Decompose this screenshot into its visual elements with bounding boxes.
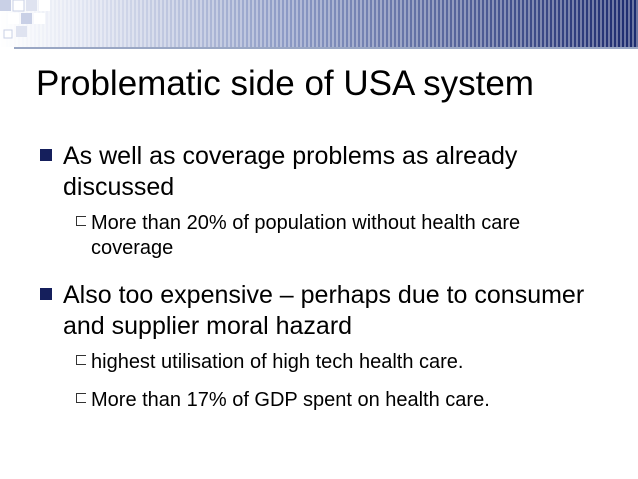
square-bullet-icon — [40, 149, 52, 161]
hollow-square-bullet-icon — [76, 393, 86, 403]
bullet-text: Also too expensive – perhaps due to cons… — [63, 281, 585, 340]
sub-bullet-item-population: More than 20% of population without heal… — [76, 211, 596, 261]
sub-bullet-text: More than 20% of population without heal… — [91, 212, 521, 259]
hollow-square-bullet-icon — [76, 216, 86, 226]
hollow-square-bullet-icon — [76, 355, 86, 365]
corner-squares-decoration — [0, 0, 50, 39]
bullet-item-coverage: As well as coverage problems as already … — [40, 141, 600, 203]
sub-bullet-item-gdp: More than 17% of GDP spent on health car… — [76, 388, 596, 413]
sub-bullet-text: More than 17% of GDP spent on health car… — [91, 389, 490, 411]
sub-bullet-text: highest utilisation of high tech health … — [91, 351, 464, 373]
square-bullet-icon — [40, 288, 52, 300]
bullet-item-expensive: Also too expensive – perhaps due to cons… — [40, 280, 600, 342]
sub-bullet-item-utilisation: highest utilisation of high tech health … — [76, 350, 596, 375]
bullet-text: As well as coverage problems as already … — [63, 142, 518, 201]
slide-title: Problematic side of USA system — [36, 64, 534, 103]
header-stripe-band — [0, 0, 638, 47]
title-divider-line — [14, 47, 638, 49]
